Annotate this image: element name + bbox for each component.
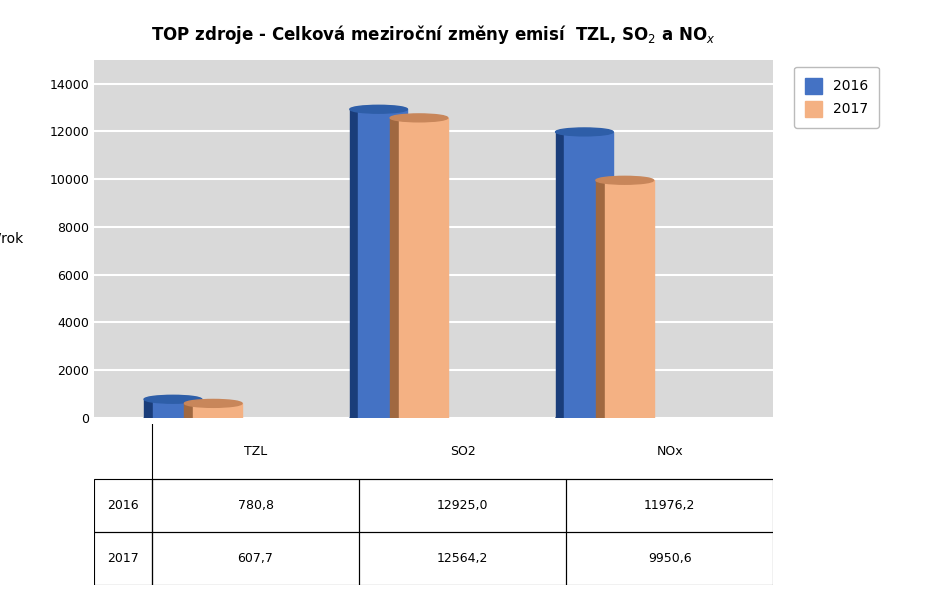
Bar [359, 479, 566, 532]
Text: 12564,2: 12564,2 [437, 552, 488, 565]
Ellipse shape [596, 416, 653, 420]
Bar [185, 404, 193, 418]
Bar [399, 118, 448, 418]
Ellipse shape [390, 114, 448, 122]
Bar [144, 399, 153, 418]
Bar [153, 399, 202, 418]
Text: SO2: SO2 [450, 445, 475, 458]
Bar [358, 109, 407, 418]
Ellipse shape [390, 416, 448, 420]
Text: 780,8: 780,8 [238, 498, 273, 512]
Bar [152, 479, 359, 532]
Bar [555, 132, 564, 418]
Y-axis label: t/rok: t/rok [0, 232, 24, 246]
Ellipse shape [350, 105, 407, 113]
Bar [604, 180, 653, 418]
Bar [350, 109, 358, 418]
Bar [564, 132, 613, 418]
Bar [596, 180, 604, 418]
Text: 12925,0: 12925,0 [437, 498, 488, 512]
Legend: 2016, 2017: 2016, 2017 [794, 67, 879, 128]
Text: 607,7: 607,7 [238, 552, 273, 565]
Ellipse shape [144, 395, 202, 403]
Bar [566, 479, 773, 532]
Title: TOP zdroje - Celková meziroční změny emisí  TZL, SO$_2$ a NO$_x$: TOP zdroje - Celková meziroční změny emi… [152, 23, 716, 46]
Ellipse shape [555, 128, 613, 136]
Bar [193, 404, 242, 418]
Text: 11976,2: 11976,2 [644, 498, 695, 512]
Ellipse shape [185, 416, 242, 420]
Ellipse shape [596, 176, 653, 184]
Ellipse shape [144, 416, 202, 420]
Bar [390, 118, 399, 418]
Text: 9950,6: 9950,6 [648, 552, 691, 565]
Text: TZL: TZL [244, 445, 267, 458]
Bar [359, 532, 566, 585]
Ellipse shape [185, 399, 242, 407]
Bar [566, 532, 773, 585]
Bar [94, 532, 152, 585]
Bar [94, 479, 152, 532]
Bar [152, 532, 359, 585]
Text: 2016: 2016 [108, 498, 139, 512]
Text: 2017: 2017 [108, 552, 139, 565]
Text: NOx: NOx [656, 445, 683, 458]
Ellipse shape [555, 416, 613, 420]
Ellipse shape [350, 416, 407, 420]
